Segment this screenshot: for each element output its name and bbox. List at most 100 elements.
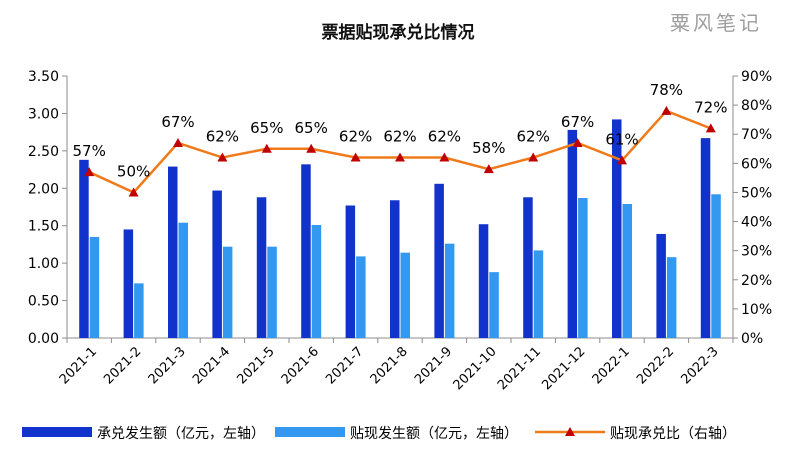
ratio-data-label: 62% [428,128,461,146]
discount-bar [134,283,144,338]
right-tick-label: 10% [741,302,772,318]
acceptance-bar [168,166,178,338]
ratio-data-label: 78% [650,81,683,99]
left-tick-label: 3.00 [28,106,59,122]
ratio-marker [528,152,539,162]
x-tick-label: 2021-5 [234,344,277,387]
x-tick-label: 2021-12 [539,344,588,393]
discount-bar [533,250,544,338]
acceptance-bar [700,138,711,338]
x-tick-label: 2022-1 [590,344,633,387]
right-tick-label: 30% [741,244,772,260]
acceptance-bar [123,229,134,338]
right-tick-label: 20% [741,273,772,289]
legend-discount-label: 贴现发生额（亿元，左轴） [350,426,518,442]
ratio-data-label: 72% [694,98,727,116]
ratio-data-label: 62% [383,128,416,146]
ratio-marker [705,123,716,133]
left-tick-label: 1.50 [28,219,59,235]
ratio-marker [84,167,95,177]
ratio-data-label: 50% [117,162,150,180]
acceptance-bar [656,233,666,338]
x-tick-label: 2021-6 [279,344,322,387]
acceptance-bar [256,197,267,338]
x-tick-label: 2021-2 [101,344,144,387]
left-tick-label: 1.00 [28,256,59,272]
ratio-data-label: 57% [73,142,106,160]
discount-bar [267,246,277,338]
x-tick-label: 2021-8 [368,344,411,387]
x-tick-label: 2022-3 [678,344,721,387]
x-tick-label: 2021-9 [412,344,455,387]
discount-bar [178,222,188,338]
plot-area: 0.00 0.50 1.00 1.50 2.00 2.50 3.00 3.50 0% 10% 20%… [28,69,772,393]
acceptance-bar [567,129,578,338]
discount-bar [356,256,366,338]
x-tick-label: 2021-10 [451,344,500,393]
acceptance-bar [523,197,533,338]
discount-bar [711,194,721,338]
ratio-data-label: 61% [605,130,638,148]
legend: 承兑发生额（亿元，左轴） 贴现发生额（亿元，左轴） 贴现承兑比（右轴） [22,426,736,442]
discount-bar [578,198,588,338]
legend-ratio-label: 贴现承兑比（右轴） [610,426,736,442]
ratio-marker [617,155,627,165]
left-tick-label: 2.00 [28,181,59,197]
x-tick-label: 2021-11 [495,344,544,393]
ratio-data-label: 62% [517,128,550,146]
ratio-marker [306,143,317,153]
discount-bar [666,257,677,338]
ratio-marker [439,152,450,162]
legend-acceptance-label: 承兑发生额（亿元，左轴） [97,426,265,442]
acceptance-bar [478,224,489,338]
discount-bar [400,252,410,338]
acceptance-bar [434,183,444,338]
left-tick-label: 0.00 [28,331,59,347]
acceptance-bar [612,119,622,338]
watermark-text: 粟风笔记 [670,11,762,35]
ratio-marker [572,137,583,147]
ratio-data-label: 62% [339,128,372,146]
right-tick-label: 80% [741,98,772,114]
ratio-marker [173,137,183,147]
right-tick-label: 40% [741,215,772,231]
left-tick-label: 0.50 [28,294,59,310]
legend-acceptance-swatch [22,427,92,437]
ratio-data-label: 65% [250,119,283,137]
ratio-data-label: 67% [561,113,594,131]
legend-discount-swatch [275,427,345,437]
right-tick-label: 0% [741,331,763,347]
x-tick-label: 2021-1 [57,344,100,387]
right-tick-label: 90% [741,69,772,85]
acceptance-bar [212,190,222,338]
ratio-data-label: 58% [472,139,505,157]
ratio-marker [483,164,494,174]
left-tick-label: 3.50 [28,69,59,85]
x-tick-label: 2021-7 [323,344,366,387]
discount-bar [222,246,233,338]
x-tick-label: 2021-3 [146,344,189,387]
discount-bar [89,236,100,338]
acceptance-bar [345,205,356,338]
discount-bar [444,243,455,338]
x-tick-label: 2021-4 [190,344,233,387]
right-tick-label: 70% [741,127,772,143]
right-tick-label: 50% [741,185,772,201]
left-tick-label: 2.50 [28,144,59,160]
discount-bar [622,204,632,338]
chart-title: 票据贴现承兑比情况 [322,22,475,43]
ratio-data-label: 67% [161,113,194,131]
acceptance-bar [390,200,400,338]
ratio-marker [661,105,672,115]
ratio-data-label: 62% [206,128,239,146]
discount-bar [311,224,322,338]
ratio-marker [395,152,405,162]
discount-bar [489,272,499,338]
legend-ratio-marker [565,427,575,436]
right-tick-label: 60% [741,156,772,172]
ratio-marker [261,143,272,153]
acceptance-bar [301,164,311,338]
ratio-data-label: 65% [295,119,328,137]
ratio-marker [350,152,361,162]
